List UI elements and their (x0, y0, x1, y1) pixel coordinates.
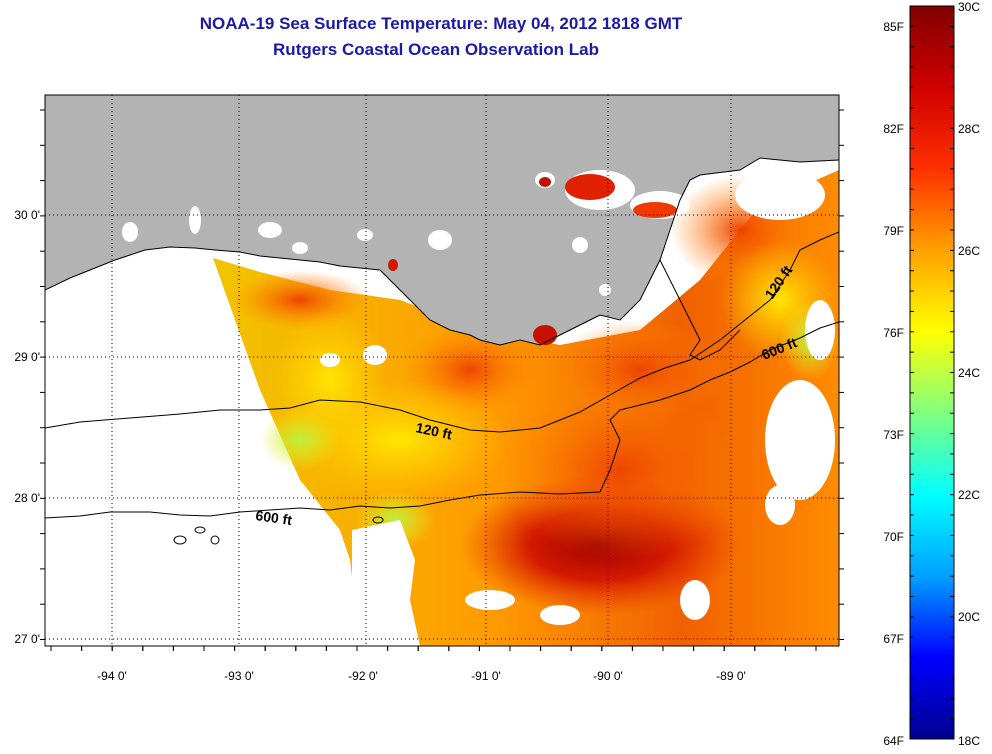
colorbar-scale (909, 5, 955, 740)
sst-swath (213, 170, 839, 646)
contour-120ft (45, 231, 839, 433)
y-axis-labels: 30 0' 29 0' 28 0' 27 0' (14, 208, 40, 646)
x-tick-label: -93 0' (224, 669, 254, 683)
warm-lake (539, 177, 551, 187)
celsius-label: 30C (958, 0, 980, 14)
coastline (45, 157, 839, 346)
fahrenheit-label: 64F (883, 734, 904, 748)
x-tick-label: -94 0' (97, 669, 127, 683)
coastline-delta (659, 259, 741, 361)
map-subtitle: Rutgers Coastal Ocean Observation Lab (273, 40, 599, 59)
y-tick-label: 30 0' (14, 208, 40, 222)
seamount-contours (173, 516, 384, 545)
axis-ticks (40, 109, 844, 651)
fahrenheit-label: 76F (883, 326, 904, 340)
map-frame (44, 94, 840, 647)
contour-label-120ft: 120 ft (414, 419, 453, 442)
fahrenheit-label: 79F (883, 224, 904, 238)
fahrenheit-label: 70F (883, 530, 904, 544)
celsius-label: 26C (958, 244, 980, 258)
warm-lake (388, 259, 398, 271)
contour-600ft (45, 321, 839, 519)
map-title: NOAA-19 Sea Surface Temperature: May 04,… (199, 14, 683, 33)
x-tick-label: -91 0' (471, 669, 501, 683)
celsius-label: 20C (958, 610, 980, 624)
fahrenheit-label: 85F (883, 20, 904, 34)
warm-lake (565, 174, 615, 200)
fahrenheit-label: 73F (883, 428, 904, 442)
fahrenheit-label: 67F (883, 632, 904, 646)
grid-lines (45, 95, 839, 646)
warm-lake (633, 202, 677, 218)
contour-label-600ft: 600 ft (255, 507, 294, 528)
land (45, 95, 839, 345)
colorbar: 85F 82F 79F 76F 73F 70F 67F 64F 30C 28C … (883, 0, 980, 748)
celsius-label: 22C (958, 488, 980, 502)
x-tick-label: -89 0' (716, 669, 746, 683)
x-tick-label: -90 0' (593, 669, 623, 683)
y-tick-label: 27 0' (14, 632, 40, 646)
y-tick-label: 29 0' (14, 350, 40, 364)
celsius-label: 24C (958, 366, 980, 380)
colorbar-ticks (910, 5, 954, 740)
x-axis-labels: -94 0' -93 0' -92 0' -91 0' -90 0' -89 0… (97, 669, 746, 683)
fahrenheit-label: 82F (883, 122, 904, 136)
celsius-label: 28C (958, 122, 980, 136)
y-tick-label: 28 0' (14, 491, 40, 505)
x-tick-label: -92 0' (348, 669, 378, 683)
celsius-label: 18C (958, 734, 980, 748)
